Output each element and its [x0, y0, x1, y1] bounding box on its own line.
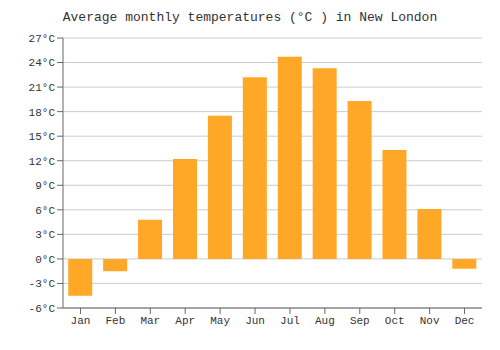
- svg-text:12°C: 12°C: [29, 156, 56, 168]
- svg-text:May: May: [210, 315, 230, 327]
- svg-text:Jan: Jan: [71, 315, 91, 327]
- svg-text:21°C: 21°C: [29, 82, 56, 94]
- svg-text:Jun: Jun: [245, 315, 265, 327]
- svg-text:0°C: 0°C: [35, 254, 55, 266]
- svg-text:27°C: 27°C: [29, 33, 56, 45]
- svg-text:Nov: Nov: [420, 315, 440, 327]
- svg-text:6°C: 6°C: [35, 205, 55, 217]
- svg-text:Dec: Dec: [455, 315, 475, 327]
- svg-text:Aug: Aug: [315, 315, 335, 327]
- svg-text:Feb: Feb: [105, 315, 125, 327]
- svg-text:Sep: Sep: [350, 315, 370, 327]
- svg-text:24°C: 24°C: [29, 57, 56, 69]
- html-text:Average monthly temperatures (: Average monthly temperatures (°C ) in Ne…: [62, 10, 438, 25]
- svg-text:Apr: Apr: [175, 315, 195, 327]
- svg-text:15°C: 15°C: [29, 131, 56, 143]
- svg-text:Mar: Mar: [140, 315, 160, 327]
- svg-text:3°C: 3°C: [35, 229, 55, 241]
- svg-text:18°C: 18°C: [29, 107, 56, 119]
- svg-text:-6°C: -6°C: [29, 303, 56, 315]
- svg-text:Oct: Oct: [385, 315, 405, 327]
- svg-text:-3°C: -3°C: [29, 278, 56, 290]
- svg-text:9°C: 9°C: [35, 180, 55, 192]
- svg-text:Jul: Jul: [280, 315, 300, 327]
